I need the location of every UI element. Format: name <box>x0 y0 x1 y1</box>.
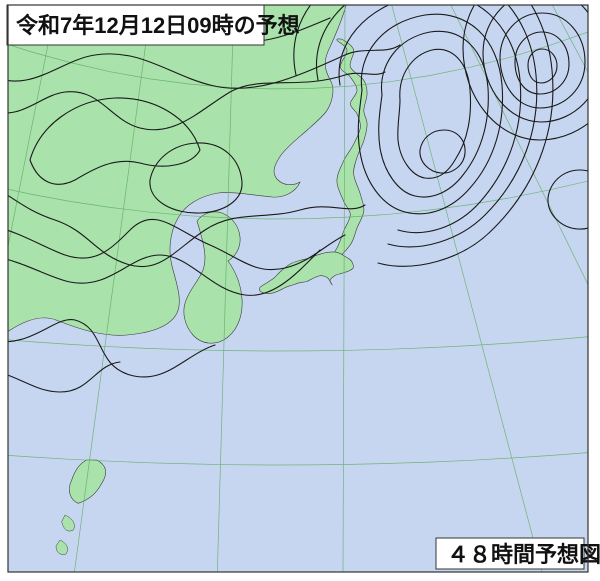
svg-text:令和7年12月12日09時の予想: 令和7年12月12日09時の予想 <box>16 13 300 38</box>
svg-text:４８時間予想図: ４８時間予想図 <box>447 542 600 567</box>
